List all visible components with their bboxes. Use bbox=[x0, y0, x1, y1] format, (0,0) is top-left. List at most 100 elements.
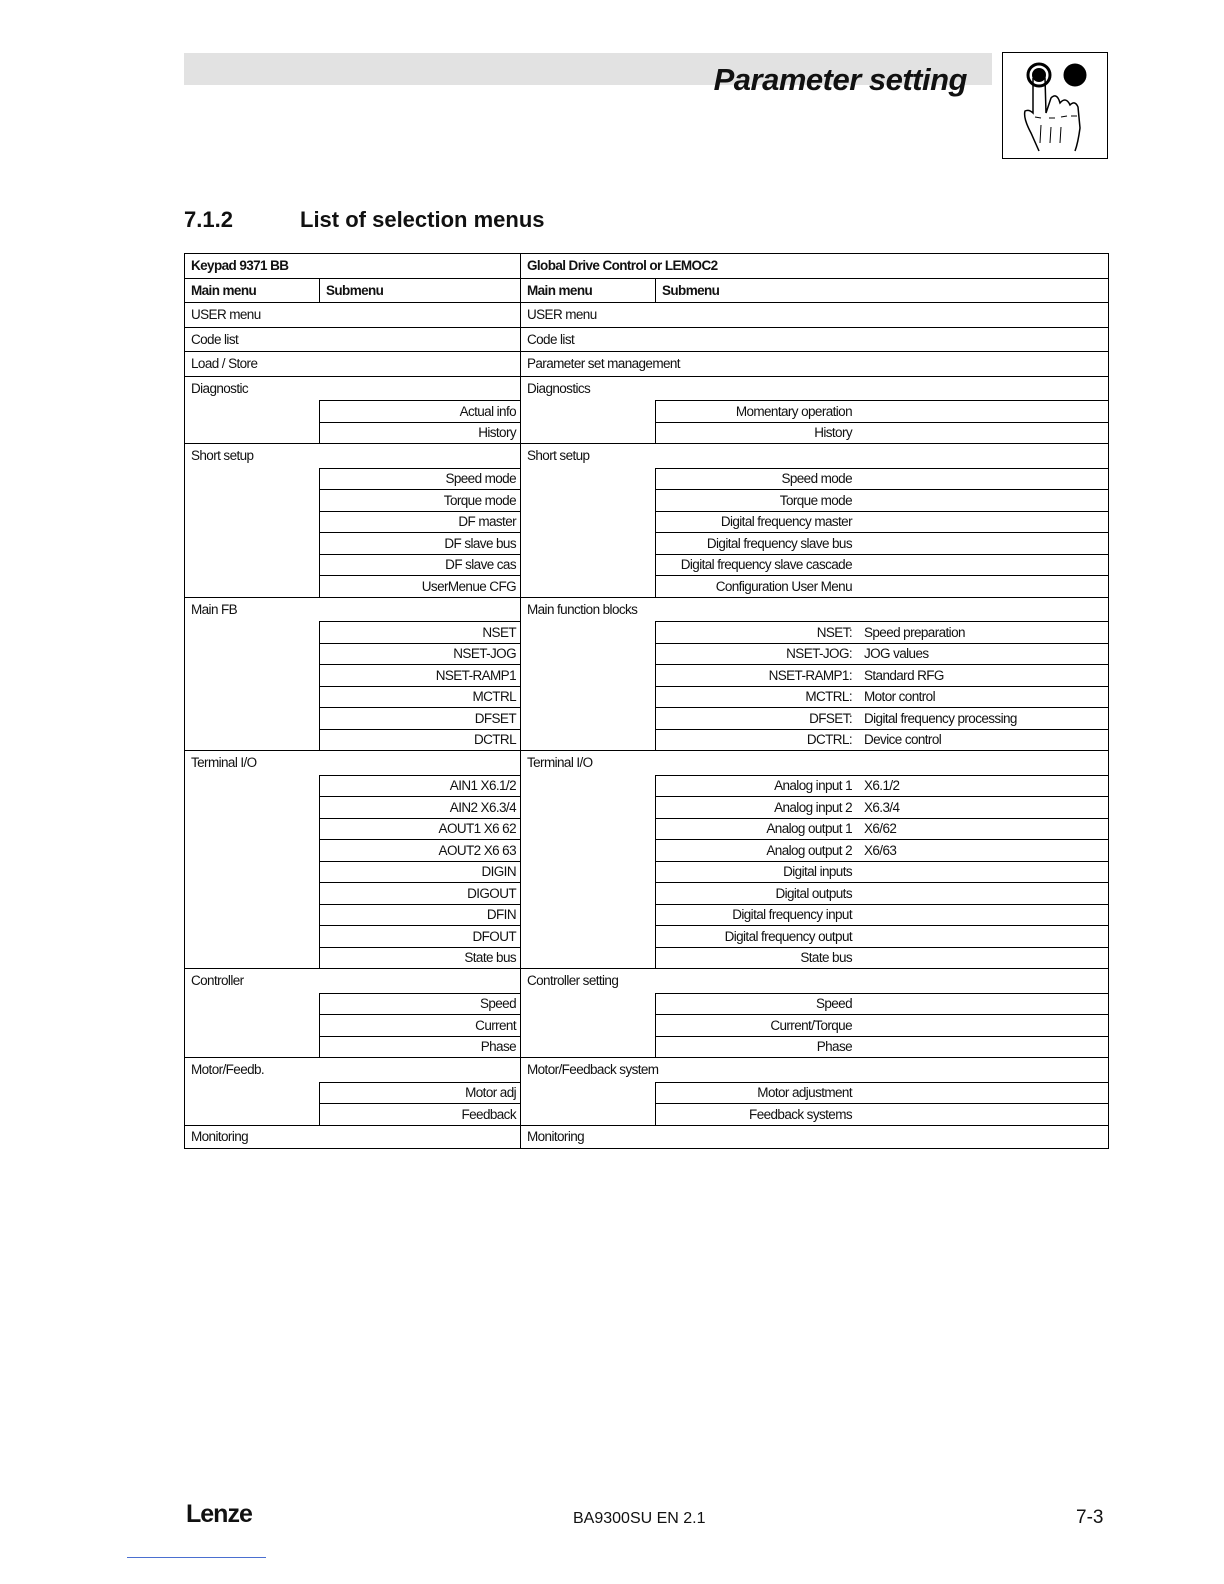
right-main-menu: Monitoring bbox=[520, 1125, 1109, 1148]
empty-cell bbox=[520, 860, 655, 882]
empty-cell bbox=[520, 489, 655, 511]
submenu-label: NSET-RAMP1: bbox=[768, 667, 853, 683]
table-row: Diagnostic Diagnostics bbox=[184, 375, 1109, 400]
left-submenu: AIN1 X6.1/2 bbox=[319, 774, 520, 796]
empty-cell bbox=[184, 1035, 319, 1057]
empty-cell bbox=[520, 642, 655, 664]
empty-cell bbox=[520, 774, 655, 796]
left-main-menu: Diagnostic bbox=[184, 376, 520, 400]
empty-cell bbox=[184, 421, 319, 443]
empty-cell bbox=[184, 774, 319, 796]
table-subrow: Actual info Momentary operation bbox=[184, 400, 1109, 422]
submenu-label: DFSET: bbox=[809, 710, 853, 726]
hand-pressing-button-icon bbox=[1002, 52, 1108, 159]
submenu-label: NSET-JOG: bbox=[786, 646, 852, 662]
empty-cell bbox=[520, 553, 655, 575]
right-submenu: NSET-RAMP1: Standard RFG bbox=[655, 664, 1109, 686]
left-main-menu: Code list bbox=[184, 327, 520, 351]
right-submenu: Digital frequency input bbox=[655, 903, 1109, 925]
left-submenu: DFIN bbox=[319, 903, 520, 925]
table-subrow: AIN2 X6.3/4 Analog input 2 X6.3/4 bbox=[184, 796, 1109, 818]
table-subrow: DIGOUT Digital outputs bbox=[184, 882, 1109, 904]
right-submenu: MCTRL: Motor control bbox=[655, 685, 1109, 707]
empty-cell bbox=[520, 532, 655, 554]
empty-cell bbox=[184, 1014, 319, 1036]
right-submenu: Analog output 2 X6/63 bbox=[655, 839, 1109, 861]
submenu-label: Phase bbox=[816, 1039, 853, 1055]
lenze-logo: Lenze bbox=[186, 1500, 253, 1528]
submenu-label: MCTRL: bbox=[805, 689, 852, 705]
submenu-description: Speed preparation bbox=[864, 624, 965, 640]
table-row: Monitoring Monitoring bbox=[184, 1124, 1109, 1149]
left-submenu: DF master bbox=[319, 510, 520, 532]
empty-cell bbox=[184, 1103, 319, 1125]
right-submenu: DFSET: Digital frequency processing bbox=[655, 707, 1109, 729]
empty-cell bbox=[520, 621, 655, 643]
left-main-menu: Terminal I/O bbox=[184, 751, 520, 775]
right-submenu: History bbox=[655, 421, 1109, 443]
left-submenu: UserMenue CFG bbox=[319, 575, 520, 597]
empty-cell bbox=[520, 903, 655, 925]
left-submenu: Actual info bbox=[319, 400, 520, 422]
left-submenu: DF slave bus bbox=[319, 532, 520, 554]
right-main-menu: Motor/Feedback system bbox=[520, 1058, 1109, 1082]
header-bar bbox=[184, 53, 992, 85]
left-submenu: History bbox=[319, 421, 520, 443]
table-row: Terminal I/O Terminal I/O bbox=[184, 750, 1109, 775]
empty-cell bbox=[184, 621, 319, 643]
left-submenu: Torque mode bbox=[319, 489, 520, 511]
left-submenu: MCTRL bbox=[319, 685, 520, 707]
empty-cell bbox=[184, 925, 319, 947]
left-main-menu: Motor/Feedb. bbox=[184, 1058, 520, 1082]
empty-cell bbox=[520, 707, 655, 729]
right-submenu: Digital outputs bbox=[655, 882, 1109, 904]
table-subrow: Feedback Feedback systems bbox=[184, 1103, 1109, 1125]
empty-cell bbox=[184, 728, 319, 750]
empty-cell bbox=[184, 664, 319, 686]
right-submenu: NSET-JOG: JOG values bbox=[655, 642, 1109, 664]
submenu-description: Device control bbox=[864, 732, 942, 748]
right-submenu: Analog output 1 X6/62 bbox=[655, 817, 1109, 839]
submenu-label: Speed bbox=[815, 996, 853, 1012]
table-subrow: Speed Speed bbox=[184, 992, 1109, 1014]
left-main-menu: USER menu bbox=[184, 303, 520, 327]
table-subrow: DF slave bus Digital frequency slave bus bbox=[184, 532, 1109, 554]
submenu-description: Digital frequency processing bbox=[864, 710, 1017, 726]
table-subrow: NSET-JOG NSET-JOG: JOG values bbox=[184, 642, 1109, 664]
table-row: Short setup Short setup bbox=[184, 443, 1109, 468]
table-subrow: DFSET DFSET: Digital frequency processing bbox=[184, 707, 1109, 729]
submenu-label: Digital frequency input bbox=[732, 907, 852, 923]
submenu-label: Torque mode bbox=[779, 492, 853, 508]
empty-cell bbox=[520, 1081, 655, 1103]
submenu-label: Analog input 2 bbox=[774, 799, 853, 815]
empty-cell bbox=[184, 467, 319, 489]
submenu-label: Motor adjustment bbox=[757, 1085, 852, 1101]
empty-cell bbox=[520, 467, 655, 489]
left-submenu: AOUT1 X6 62 bbox=[319, 817, 520, 839]
empty-cell bbox=[520, 1103, 655, 1125]
right-submenu: Analog input 2 X6.3/4 bbox=[655, 796, 1109, 818]
right-main-menu: Main function blocks bbox=[520, 597, 1109, 621]
right-submenu: State bus bbox=[655, 946, 1109, 968]
right-col-sub: Submenu bbox=[655, 278, 1109, 302]
submenu-description: Motor control bbox=[864, 689, 936, 705]
table-subrow: DIGIN Digital inputs bbox=[184, 860, 1109, 882]
empty-cell bbox=[184, 510, 319, 532]
table-subrow: Motor adj Motor adjustment bbox=[184, 1081, 1109, 1103]
right-submenu: Digital frequency output bbox=[655, 925, 1109, 947]
empty-cell bbox=[184, 796, 319, 818]
right-submenu: DCTRL: Device control bbox=[655, 728, 1109, 750]
right-submenu: Digital frequency slave cascade bbox=[655, 553, 1109, 575]
right-main-menu: Controller setting bbox=[520, 969, 1109, 993]
left-table-title: Keypad 9371 BB bbox=[184, 254, 520, 278]
table-row: Motor/Feedb. Motor/Feedback system bbox=[184, 1057, 1109, 1082]
right-submenu: Configuration User Menu bbox=[655, 575, 1109, 597]
empty-cell bbox=[520, 817, 655, 839]
right-submenu: Motor adjustment bbox=[655, 1081, 1109, 1103]
table-subrow: DF slave cas Digital frequency slave casc… bbox=[184, 553, 1109, 575]
empty-cell bbox=[184, 1081, 319, 1103]
empty-cell bbox=[184, 992, 319, 1014]
table-subrow: Phase Phase bbox=[184, 1035, 1109, 1057]
table-subrow: Speed mode Speed mode bbox=[184, 467, 1109, 489]
left-submenu: DCTRL bbox=[319, 728, 520, 750]
